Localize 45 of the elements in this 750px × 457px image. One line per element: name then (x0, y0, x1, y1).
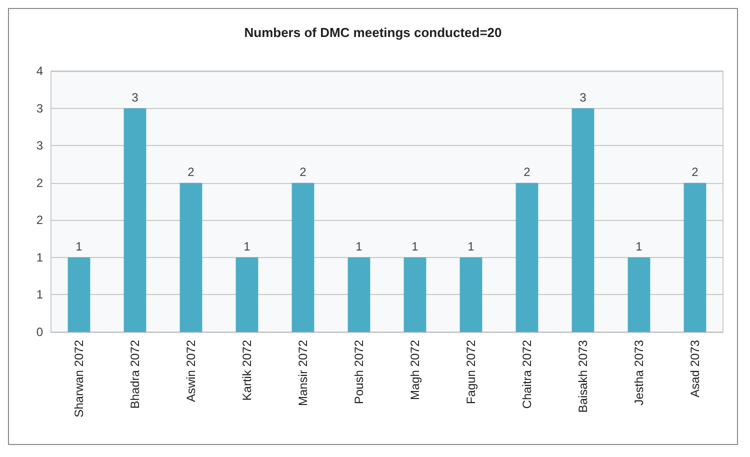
x-tick-label: Baisakh 2073 (576, 340, 590, 413)
x-tick-label: Asad 2073 (688, 340, 702, 398)
bar (684, 182, 706, 332)
data-label: 1 (636, 239, 643, 254)
chart-title: Numbers of DMC meetings conducted=20 (244, 25, 502, 40)
y-tick-label: 2 (36, 176, 44, 190)
y-tick-label: 2 (36, 213, 44, 228)
y-tick-label: 1 (36, 288, 44, 302)
y-tick-label: 3 (36, 138, 44, 153)
bar (460, 257, 482, 332)
y-tick-label: 1 (36, 250, 44, 264)
data-label: 2 (692, 164, 699, 179)
x-tick-label: Aswin 2072 (184, 340, 198, 402)
x-tick-label: Jestha 2073 (632, 340, 646, 406)
data-label: 1 (468, 239, 475, 254)
x-tick-label: Poush 2072 (352, 340, 366, 404)
bar (292, 182, 314, 332)
data-label: 1 (356, 239, 363, 254)
data-label: 1 (76, 239, 83, 254)
x-tick-label: Magh 2072 (408, 340, 422, 400)
y-tick-label: 3 (36, 101, 44, 116)
x-tick-label: Bhadra 2072 (128, 340, 142, 409)
x-tick-label: Fagun 2072 (464, 340, 478, 404)
y-tick-label: 0 (36, 325, 44, 339)
bar (180, 182, 202, 332)
x-tick-label: Sharwan 2072 (72, 340, 86, 418)
data-label: 1 (244, 239, 251, 254)
data-label: 1 (412, 239, 419, 254)
x-tick-label: Kartik 2072 (240, 340, 254, 401)
data-label: 2 (524, 164, 531, 179)
data-label: 2 (300, 164, 307, 179)
bar (628, 257, 650, 332)
x-tick-label: Chaitra 2072 (520, 340, 534, 409)
x-tick-label: Mansir 2072 (296, 340, 310, 406)
bar (68, 257, 90, 332)
bar (236, 257, 258, 332)
data-label: 3 (132, 90, 139, 104)
y-tick-label: 4 (36, 64, 44, 78)
bar (404, 257, 426, 332)
bar (348, 257, 370, 332)
bar (124, 108, 146, 332)
data-label: 2 (188, 164, 195, 179)
bar (516, 182, 538, 332)
data-label: 3 (580, 90, 587, 104)
bar (572, 108, 594, 332)
